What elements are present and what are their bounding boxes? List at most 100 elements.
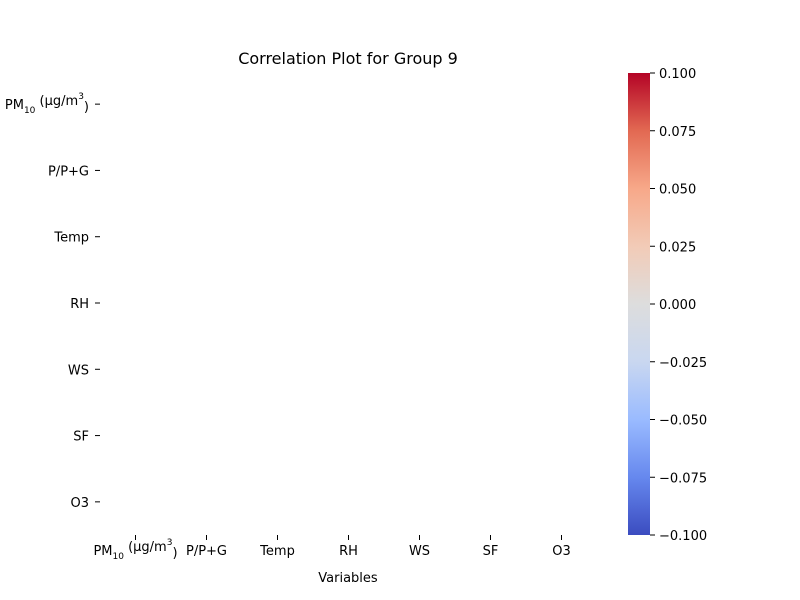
heatmap-cell: [100, 336, 171, 402]
heatmap-cell: [526, 137, 597, 203]
heatmap-cell: [242, 204, 313, 270]
heatmap-cell: [526, 336, 597, 402]
label-part-base: SF: [73, 430, 89, 445]
heatmap-cell: [100, 469, 171, 535]
heatmap-cell: [171, 336, 242, 402]
x-axis-label: Variables: [318, 571, 378, 586]
colorbar-tick-label: 0.075: [659, 125, 696, 140]
label-part-sub: 10: [24, 106, 36, 116]
label-part-end: ): [172, 546, 177, 561]
y-tick-label: RH: [70, 297, 89, 312]
heatmap-cell: [384, 270, 455, 336]
heatmap-cell: [171, 402, 242, 468]
label-part-base: Temp: [53, 231, 89, 246]
chart-title: Correlation Plot for Group 9: [238, 49, 458, 68]
label-part-base: Temp: [259, 544, 295, 559]
label-part-base: WS: [409, 544, 430, 559]
heatmap-cell: [384, 204, 455, 270]
y-tick-label: WS: [68, 363, 89, 378]
heatmap-cell: [171, 204, 242, 270]
colorbar-tick-label: 0.100: [659, 67, 696, 82]
x-tick-label: PM10 (µg/m3): [93, 538, 177, 562]
heatmap-cell: [313, 137, 384, 203]
label-part-mid: (µg/m: [35, 94, 78, 109]
y-tick-label: O3: [70, 496, 89, 511]
heatmap-cell: [242, 71, 313, 137]
heatmap-cell: [384, 469, 455, 535]
heatmap-cell: [313, 204, 384, 270]
heatmap-cell: [526, 469, 597, 535]
x-tick-label: WS: [409, 544, 430, 559]
heatmap-cell: [171, 137, 242, 203]
heatmap-cell: [455, 469, 526, 535]
label-part-sub: 10: [113, 552, 125, 562]
heatmap-cell: [100, 270, 171, 336]
heatmap-cell: [455, 137, 526, 203]
y-axis: PM10 (µg/m3) P/P+G Temp RH WS SF O3: [5, 92, 100, 511]
label-part-mid: (µg/m: [124, 540, 167, 555]
heatmap-cell: [100, 137, 171, 203]
label-part-base: O3: [70, 496, 89, 511]
heatmap-cell: [313, 402, 384, 468]
label-part-base: P/P+G: [186, 544, 227, 559]
heatmap-cell: [313, 469, 384, 535]
heatmap-cell: [526, 402, 597, 468]
y-tick-label: Temp: [53, 231, 89, 246]
colorbar: 0.100 0.075 0.050 0.025 0.000 −0.025 −0.050 −0.…: [628, 67, 707, 544]
x-tick-label: RH: [339, 544, 358, 559]
heatmap-cell: [455, 204, 526, 270]
heatmap-cell: [455, 402, 526, 468]
heatmap-cell: [384, 336, 455, 402]
label-part-base: RH: [70, 297, 89, 312]
heatmap-cell: [313, 71, 384, 137]
heatmap-cell: [171, 71, 242, 137]
colorbar-tick-label: 0.025: [659, 240, 696, 255]
heatmap-cell: [526, 270, 597, 336]
heatmap-cell: [313, 336, 384, 402]
x-axis: PM10 (µg/m3) P/P+G Temp RH WS SF O3: [93, 535, 571, 562]
label-part-sup: 3: [167, 538, 173, 548]
x-tick-label: P/P+G: [186, 544, 227, 559]
heatmap-cell: [455, 336, 526, 402]
heatmap-cell: [171, 270, 242, 336]
heatmap-cell: [526, 204, 597, 270]
heatmap-cell: [455, 270, 526, 336]
x-tick-label: O3: [552, 544, 571, 559]
label-part-base: RH: [339, 544, 358, 559]
colorbar-tick-label: 0.050: [659, 183, 696, 198]
heatmap-cell: [384, 402, 455, 468]
heatmap-cell: [242, 137, 313, 203]
y-tick-label: P/P+G: [48, 164, 89, 179]
y-tick-label: SF: [73, 430, 89, 445]
x-tick-label: SF: [483, 544, 499, 559]
label-part-base: PM: [93, 544, 112, 559]
colorbar-tick-label: −0.100: [659, 529, 707, 544]
heatmap-cell: [242, 469, 313, 535]
heatmap-cell: [242, 336, 313, 402]
label-part-base: WS: [68, 363, 89, 378]
colorbar-tick-label: −0.050: [659, 414, 707, 429]
heatmap-cell: [384, 137, 455, 203]
heatmap-cell: [384, 71, 455, 137]
label-part-sup: 3: [78, 92, 84, 102]
label-part-end: ): [84, 100, 89, 115]
label-part-base: SF: [483, 544, 499, 559]
label-part-base: O3: [552, 544, 571, 559]
heatmap-cell: [455, 71, 526, 137]
heatmap-cell: [242, 402, 313, 468]
heatmap-cell: [526, 71, 597, 137]
heatmap-cell: [242, 270, 313, 336]
colorbar-gradient: [628, 73, 650, 535]
label-part-base: P/P+G: [48, 164, 89, 179]
y-tick-label: PM10 (µg/m3): [5, 92, 89, 116]
plot-area: [100, 71, 597, 535]
colorbar-tick-label: −0.075: [659, 471, 707, 486]
colorbar-tick-label: 0.000: [659, 298, 696, 313]
x-tick-label: Temp: [259, 544, 295, 559]
heatmap-cell: [171, 469, 242, 535]
colorbar-tick-label: −0.025: [659, 356, 707, 371]
heatmap-cell: [100, 402, 171, 468]
heatmap-cell: [100, 204, 171, 270]
heatmap-cell: [313, 270, 384, 336]
